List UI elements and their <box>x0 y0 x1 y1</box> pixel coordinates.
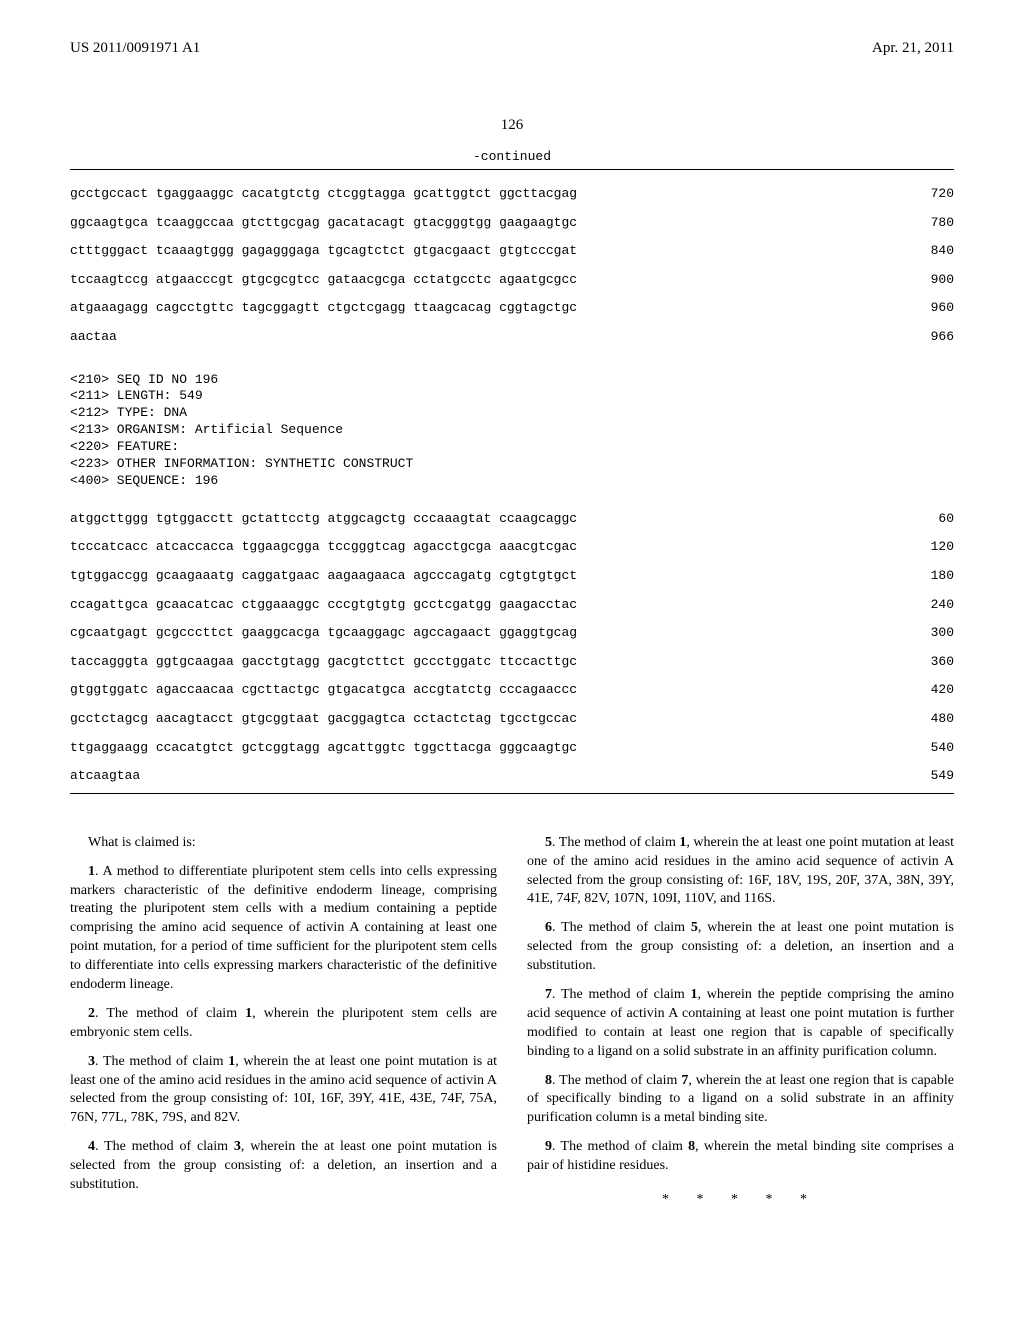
seq-pos: 420 <box>904 676 954 705</box>
seq-line: gtggtggatc agaccaacaa cgcttactgc gtgacat… <box>70 676 904 705</box>
claims-section: What is claimed is: 1. A method to diffe… <box>70 834 954 1210</box>
seq-line: atggcttggg tgtggacctt gctattcctg atggcag… <box>70 505 904 534</box>
sequence-block-1: gcctgccact tgaggaaggc cacatgtctg ctcggta… <box>70 180 954 352</box>
right-column: 5. The method of claim 1, wherein the at… <box>527 834 954 1210</box>
seq-line: aactaa <box>70 323 904 352</box>
continued-label: -continued <box>70 149 954 164</box>
seq-line: ctttgggact tcaaagtggg gagagggaga tgcagtc… <box>70 237 904 266</box>
divider <box>70 793 954 794</box>
meta-line: <211> LENGTH: 549 <box>70 388 954 405</box>
claim-text: The method of claim 7, wherein the at le… <box>527 1073 954 1126</box>
claim-4: 4. The method of claim 3, wherein the at… <box>70 1138 497 1195</box>
claim-text: The method of claim 1, wherein the at le… <box>70 1054 497 1126</box>
seq-line: tgtggaccgg gcaagaaatg caggatgaac aagaaga… <box>70 562 904 591</box>
claim-7: 7. The method of claim 1, wherein the pe… <box>527 986 954 1062</box>
seq-line: tccaagtccg atgaacccgt gtgcgcgtcc gataacg… <box>70 266 904 295</box>
seq-pos: 966 <box>904 323 954 352</box>
meta-line: <400> SEQUENCE: 196 <box>70 473 954 490</box>
claim-3: 3. The method of claim 1, wherein the at… <box>70 1053 497 1129</box>
seq-pos: 180 <box>904 562 954 591</box>
seq-pos: 900 <box>904 266 954 295</box>
sequence-block-2: atggcttggg tgtggacctt gctattcctg atggcag… <box>70 505 954 791</box>
seq-pos: 840 <box>904 237 954 266</box>
seq-line: cgcaatgagt gcgcccttct gaaggcacga tgcaagg… <box>70 619 904 648</box>
claim-text: The method of claim 5, wherein the at le… <box>527 920 954 973</box>
document-id: US 2011/0091971 A1 <box>70 40 200 57</box>
left-column: What is claimed is: 1. A method to diffe… <box>70 834 497 1210</box>
seq-pos: 360 <box>904 648 954 677</box>
seq-pos: 300 <box>904 619 954 648</box>
meta-line: <220> FEATURE: <box>70 439 954 456</box>
seq-pos: 240 <box>904 591 954 620</box>
seq-pos: 540 <box>904 734 954 763</box>
claim-8: 8. The method of claim 7, wherein the at… <box>527 1072 954 1129</box>
claims-intro: What is claimed is: <box>70 834 497 853</box>
seq-pos: 120 <box>904 533 954 562</box>
page-header: US 2011/0091971 A1 Apr. 21, 2011 <box>70 40 954 57</box>
sequence-metadata: <210> SEQ ID NO 196 <211> LENGTH: 549 <2… <box>70 372 954 490</box>
seq-line: ccagattgca gcaacatcac ctggaaaggc cccgtgt… <box>70 591 904 620</box>
seq-line: atgaaagagg cagcctgttc tagcggagtt ctgctcg… <box>70 294 904 323</box>
seq-line: ttgaggaagg ccacatgtct gctcggtagg agcattg… <box>70 734 904 763</box>
meta-line: <210> SEQ ID NO 196 <box>70 372 954 389</box>
seq-line: gcctctagcg aacagtacct gtgcggtaat gacggag… <box>70 705 904 734</box>
claim-text: The method of claim 1, wherein the at le… <box>527 835 954 907</box>
seq-line: tcccatcacc atcaccacca tggaagcgga tccgggt… <box>70 533 904 562</box>
claim-1: 1. A method to differentiate pluripotent… <box>70 863 497 995</box>
claim-text: The method of claim 8, wherein the metal… <box>527 1139 954 1173</box>
seq-pos: 780 <box>904 209 954 238</box>
seq-pos: 549 <box>904 762 954 791</box>
seq-pos: 480 <box>904 705 954 734</box>
end-asterisks: * * * * * <box>527 1191 954 1210</box>
seq-line: gcctgccact tgaggaaggc cacatgtctg ctcggta… <box>70 180 904 209</box>
seq-pos: 960 <box>904 294 954 323</box>
page-number: 126 <box>70 117 954 134</box>
claim-text: A method to differentiate pluripotent st… <box>70 864 497 992</box>
seq-pos: 60 <box>904 505 954 534</box>
seq-pos: 720 <box>904 180 954 209</box>
claim-text: The method of claim 3, wherein the at le… <box>70 1139 497 1192</box>
seq-line: atcaagtaa <box>70 762 904 791</box>
divider <box>70 169 954 170</box>
seq-line: taccagggta ggtgcaagaa gacctgtagg gacgtct… <box>70 648 904 677</box>
claim-9: 9. The method of claim 8, wherein the me… <box>527 1138 954 1176</box>
claim-text: The method of claim 1, wherein the pepti… <box>527 987 954 1059</box>
claim-5: 5. The method of claim 1, wherein the at… <box>527 834 954 910</box>
meta-line: <223> OTHER INFORMATION: SYNTHETIC CONST… <box>70 456 954 473</box>
claim-6: 6. The method of claim 5, wherein the at… <box>527 919 954 976</box>
meta-line: <212> TYPE: DNA <box>70 405 954 422</box>
claim-text: The method of claim 1, wherein the pluri… <box>70 1006 497 1040</box>
seq-line: ggcaagtgca tcaaggccaa gtcttgcgag gacatac… <box>70 209 904 238</box>
meta-line: <213> ORGANISM: Artificial Sequence <box>70 422 954 439</box>
claim-2: 2. The method of claim 1, wherein the pl… <box>70 1005 497 1043</box>
document-date: Apr. 21, 2011 <box>872 40 954 57</box>
